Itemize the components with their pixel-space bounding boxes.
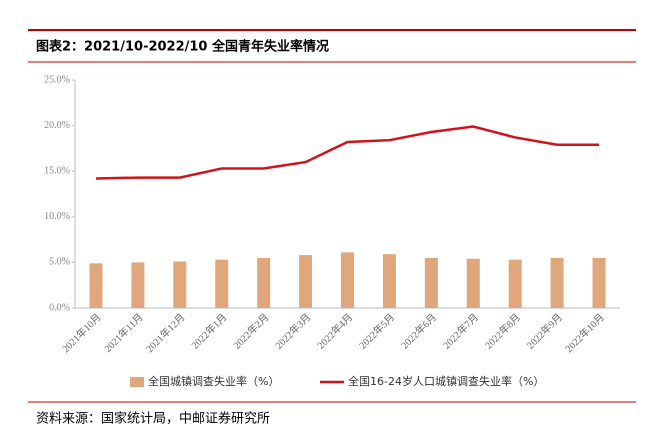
bar: [592, 257, 606, 308]
x-tick-label: 2022年7月: [440, 311, 481, 352]
line: [95, 125, 600, 180]
x-tick-label: 2022年4月: [314, 311, 355, 352]
x-tick-label: 2022年1月: [188, 311, 229, 352]
y-tick-label: 5.0%: [49, 257, 70, 268]
y-tick-label: 25.0%: [44, 74, 70, 85]
y-tick-label: 15.0%: [44, 165, 70, 176]
bar: [131, 262, 145, 308]
x-tick-label: 2022年2月: [230, 311, 271, 352]
x-tick-label: 2022年10月: [562, 311, 607, 356]
x-tick-label: 2022年6月: [398, 311, 439, 352]
x-tick-label: 2021年10月: [59, 311, 104, 356]
x-tick-label: 2022年3月: [272, 311, 313, 352]
legend-label: 全国城镇调查失业率（%）: [148, 374, 279, 388]
x-tick-label: 2022年8月: [482, 311, 523, 352]
y-tick-label: 0.0%: [49, 302, 70, 313]
x-tick-label: 2022年9月: [524, 311, 565, 352]
bar: [299, 255, 313, 308]
bar: [382, 254, 396, 308]
bar: [215, 259, 229, 308]
bar: [173, 261, 187, 308]
bar: [508, 259, 522, 308]
bar: [341, 252, 354, 308]
legend-label: 全国16-24岁人口城镇调查失业率（%）: [348, 374, 544, 388]
bar: [466, 258, 480, 308]
bar: [257, 257, 271, 308]
x-tick-label: 2021年11月: [101, 311, 145, 355]
source: 资料来源：国家统计局，中邮证券研究所: [36, 411, 270, 427]
bar: [424, 257, 438, 308]
bar: [550, 257, 564, 308]
y-tick-label: 20.0%: [44, 120, 70, 131]
y-tick-label: 10.0%: [44, 211, 70, 222]
x-tick-label: 2022年5月: [356, 311, 397, 352]
chart-title: 图表2：2021/10-2022/10 全国青年失业率情况: [36, 39, 329, 55]
x-tick-label: 2021年12月: [143, 311, 188, 356]
legend-swatch: [130, 377, 144, 387]
bar: [89, 263, 103, 308]
